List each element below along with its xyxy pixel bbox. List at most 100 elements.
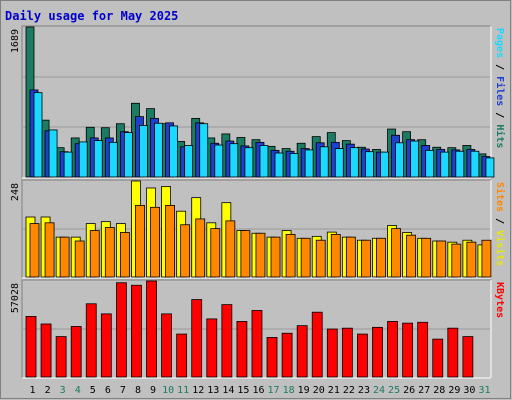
x-tick-label-day-14: 14 (222, 385, 234, 396)
x-tick-label-day-3: 3 (60, 385, 66, 396)
bar-files-day-22 (349, 147, 359, 178)
legend-part: / (494, 212, 505, 230)
chart-panels: 1689 Pages / Files / Hits 248 Sites / Visit… (10, 25, 506, 379)
bar-sites-day-19 (300, 237, 311, 278)
x-tick-label-day-7: 7 (120, 385, 126, 396)
bar-files-day-2 (48, 129, 58, 178)
y-max-label-hits: 1689 (10, 29, 21, 53)
bar-sites-day-21 (330, 234, 341, 278)
bar-files-day-15 (244, 147, 254, 178)
bar-files-day-5 (93, 140, 103, 178)
legend-part: Pages (494, 28, 505, 58)
bar-files-day-16 (259, 145, 269, 178)
legend-visits: Sites / Visits (494, 182, 506, 266)
bar-sites-day-28 (436, 240, 447, 278)
bar-files-day-11 (184, 145, 194, 178)
bar-files-day-1 (33, 92, 43, 178)
y-max-label-kbytes: 57028 (10, 283, 21, 313)
bar-kbytes-day-28 (432, 338, 444, 378)
series-kbytes (25, 280, 474, 378)
x-tick-label-day-16: 16 (252, 385, 264, 396)
x-tick-label-day-18: 18 (283, 385, 295, 396)
bar-sites-day-15 (240, 230, 251, 278)
x-tick-label-day-15: 15 (237, 385, 249, 396)
bar-files-day-30 (470, 150, 480, 178)
x-tick-label-day-24: 24 (373, 385, 385, 396)
x-tick-label-day-25: 25 (388, 385, 400, 396)
x-tick-label-day-19: 19 (298, 385, 310, 396)
bar-sites-day-3 (59, 236, 70, 278)
x-tick-label-day-17: 17 (268, 385, 280, 396)
bar-sites-day-23 (361, 239, 371, 278)
x-tick-label-day-9: 9 (150, 385, 156, 396)
x-tick-label-day-11: 11 (177, 385, 189, 396)
bar-sites-day-29 (451, 243, 462, 278)
bar-sites-day-16 (255, 232, 266, 278)
x-tick-label-day-27: 27 (418, 385, 430, 396)
bar-kbytes-day-10 (161, 313, 172, 378)
bar-sites-day-7 (119, 232, 130, 278)
legend-kbytes: KBytes (494, 282, 505, 318)
panel-visits: 248 Sites / Visits (10, 179, 506, 279)
bar-kbytes-day-8 (131, 284, 142, 378)
x-tick-label-day-31: 31 (478, 385, 490, 396)
bar-files-day-31 (485, 157, 495, 178)
x-tick-label-day-8: 8 (135, 385, 141, 396)
legend-part: Files (494, 76, 506, 106)
x-tick-label-day-6: 6 (105, 385, 111, 396)
bar-sites-day-13 (210, 228, 221, 278)
bar-files-day-19 (304, 149, 314, 178)
legend-part: Hits (494, 124, 506, 148)
bar-files-day-13 (214, 144, 224, 178)
bar-files-day-3 (63, 151, 73, 178)
bar-files-day-28 (440, 151, 450, 178)
x-tick-label-day-26: 26 (403, 385, 415, 396)
x-tick-label-day-10: 10 (162, 385, 174, 396)
bar-kbytes-day-27 (417, 321, 429, 378)
bar-files-day-20 (319, 146, 329, 178)
bar-kbytes-day-12 (191, 299, 203, 378)
bar-kbytes-day-15 (236, 321, 248, 378)
x-tick-label-day-13: 13 (207, 385, 219, 396)
series-files (33, 92, 495, 178)
bar-files-day-8 (139, 125, 148, 178)
bar-sites-day-31 (481, 239, 492, 278)
x-tick-label-day-22: 22 (343, 385, 355, 396)
bar-files-day-12 (199, 123, 209, 178)
bar-kbytes-day-23 (357, 333, 368, 378)
x-tick-label-day-5: 5 (90, 385, 96, 396)
bar-kbytes-day-19 (296, 325, 308, 378)
bar-files-day-17 (274, 152, 284, 178)
bar-kbytes-day-5 (85, 303, 97, 378)
x-tick-label-day-29: 29 (448, 385, 460, 396)
bar-files-day-27 (425, 149, 435, 178)
bar-kbytes-day-7 (115, 282, 127, 378)
bar-sites-day-20 (315, 239, 326, 278)
bar-files-day-23 (365, 151, 374, 178)
x-tick-label-day-4: 4 (75, 385, 81, 396)
bar-kbytes-day-17 (266, 337, 278, 378)
series-sites (29, 204, 492, 278)
panel-kbytes: 57028 KBytes (10, 279, 505, 379)
bar-files-day-18 (289, 153, 299, 178)
bar-files-day-9 (154, 122, 163, 178)
bar-kbytes-day-18 (281, 332, 293, 378)
bar-files-day-7 (123, 132, 133, 178)
bar-sites-day-25 (391, 228, 401, 278)
panel-hits: 1689 Pages / Files / Hits (10, 25, 506, 179)
bar-kbytes-day-21 (326, 328, 338, 378)
legend-part: KBytes (494, 282, 505, 318)
bar-files-day-25 (395, 142, 404, 178)
bar-sites-day-10 (165, 204, 175, 278)
legend-part: Sites (494, 182, 506, 212)
legend-part: / (494, 106, 505, 124)
bar-files-day-6 (108, 141, 118, 178)
bar-files-day-10 (169, 125, 178, 178)
bar-files-day-26 (410, 140, 420, 178)
bar-files-day-29 (455, 150, 465, 178)
bar-files-day-24 (380, 151, 389, 178)
bar-sites-day-26 (406, 234, 417, 278)
bar-sites-day-24 (376, 237, 386, 278)
